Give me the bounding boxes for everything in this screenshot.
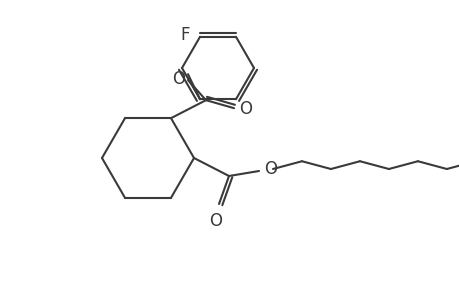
Text: O: O <box>209 212 222 230</box>
Text: O: O <box>172 70 185 88</box>
Text: O: O <box>239 100 252 118</box>
Text: F: F <box>180 26 190 44</box>
Text: O: O <box>263 160 276 178</box>
